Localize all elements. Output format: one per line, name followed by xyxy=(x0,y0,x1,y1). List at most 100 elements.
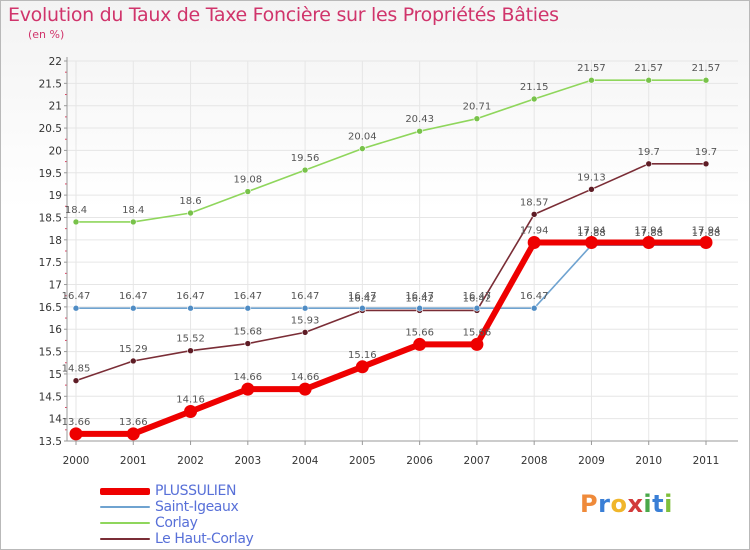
data-point-saint-igeaux xyxy=(416,304,423,312)
data-label-plussulien: 17.94 xyxy=(520,226,549,237)
data-point-le-haut-corlay xyxy=(530,211,538,218)
x-tick-label: 2001 xyxy=(120,455,147,467)
chart-legend: PLUSSULIEN Saint-Igeaux Corlay Le Haut-Corl… xyxy=(100,483,320,547)
data-point-plussulien xyxy=(298,382,312,396)
data-point-plussulien xyxy=(69,427,83,441)
y-tick-label: 19 xyxy=(49,190,62,202)
data-point-saint-igeaux xyxy=(72,304,80,312)
data-label-le-haut-corlay: 19.7 xyxy=(638,147,660,158)
series-line-corlay xyxy=(75,79,707,223)
data-point-corlay xyxy=(244,188,252,195)
x-tick-label: 2006 xyxy=(406,455,433,467)
x-tick-label: 2005 xyxy=(349,455,376,467)
y-tick-label: 18 xyxy=(49,235,62,247)
data-point-corlay xyxy=(72,218,80,226)
data-label-plussulien: 14.66 xyxy=(291,372,320,383)
data-label-saint-igeaux: 16.47 xyxy=(176,291,205,302)
data-label-saint-igeaux: 17.88 xyxy=(634,228,663,239)
x-tick-label: 2008 xyxy=(521,455,548,467)
data-point-plussulien xyxy=(355,360,369,374)
data-label-le-haut-corlay: 15.93 xyxy=(291,315,320,326)
data-label-plussulien: 15.66 xyxy=(463,327,492,338)
data-label-le-haut-corlay: 16.42 xyxy=(463,293,492,304)
data-point-saint-igeaux xyxy=(359,304,366,312)
unit-label: (en %) xyxy=(28,28,65,41)
data-point-corlay xyxy=(473,115,481,122)
data-point-plussulien xyxy=(126,427,140,441)
legend-label: Le Haut-Corlay xyxy=(155,531,254,547)
data-label-corlay: 21.57 xyxy=(577,63,606,74)
proxiti-logo: Proxiti xyxy=(580,490,673,518)
data-label-saint-igeaux: 16.47 xyxy=(520,291,549,302)
data-label-corlay: 21.57 xyxy=(634,63,663,74)
legend-swatch xyxy=(100,506,150,508)
data-point-corlay xyxy=(702,76,710,84)
legend-item-plussulien: PLUSSULIEN xyxy=(100,483,320,499)
data-label-corlay: 18.4 xyxy=(122,205,144,216)
logo-letter: i xyxy=(664,490,673,518)
y-tick-label: 15 xyxy=(49,369,62,381)
logo-letter: P xyxy=(580,490,599,518)
data-point-saint-igeaux xyxy=(129,304,137,312)
x-tick-label: 2002 xyxy=(177,455,204,467)
data-label-plussulien: 15.16 xyxy=(348,350,377,361)
y-tick-label: 20 xyxy=(49,145,62,157)
data-label-saint-igeaux: 16.47 xyxy=(119,291,148,302)
data-label-le-haut-corlay: 15.52 xyxy=(176,334,205,345)
logo-letter: i xyxy=(643,490,653,518)
logo-letter: t xyxy=(652,490,665,518)
data-label-le-haut-corlay: 18.57 xyxy=(520,197,549,208)
data-point-saint-igeaux xyxy=(301,304,309,312)
y-tick-label: 21.5 xyxy=(39,78,62,90)
data-label-corlay: 19.08 xyxy=(233,175,262,186)
x-tick-label: 2007 xyxy=(464,455,491,467)
data-point-plussulien xyxy=(642,236,656,250)
data-point-corlay xyxy=(359,145,366,152)
legend-item-saint-igeaux: Saint-Igeaux xyxy=(100,499,320,515)
data-label-plussulien: 13.66 xyxy=(62,417,91,428)
y-tick-label: 18.5 xyxy=(39,212,62,224)
data-label-plussulien: 14.16 xyxy=(176,394,205,405)
data-point-saint-igeaux xyxy=(530,304,538,312)
series-line-saint-igeaux xyxy=(75,244,707,310)
data-label-corlay: 19.56 xyxy=(291,153,320,164)
data-label-corlay: 18.6 xyxy=(179,196,201,207)
chart-title: Evolution du Taux de Taxe Foncière sur l… xyxy=(8,4,559,26)
legend-swatch xyxy=(100,538,150,540)
data-point-corlay xyxy=(530,95,538,103)
y-tick-label: 13.5 xyxy=(39,436,62,448)
data-point-corlay xyxy=(588,76,595,84)
logo-letter: r xyxy=(598,490,611,518)
legend-label: Saint-Igeaux xyxy=(155,499,239,515)
x-tick-label: 2003 xyxy=(234,455,261,467)
data-point-saint-igeaux xyxy=(473,304,481,312)
y-tick-label: 16.5 xyxy=(39,302,62,314)
data-point-le-haut-corlay xyxy=(129,357,137,365)
logo-letter: o xyxy=(610,490,628,518)
data-label-le-haut-corlay: 16.42 xyxy=(348,293,377,304)
data-label-le-haut-corlay: 14.85 xyxy=(62,364,91,375)
data-label-saint-igeaux: 16.47 xyxy=(463,291,492,302)
data-point-le-haut-corlay xyxy=(645,160,653,168)
y-tick-label: 19.5 xyxy=(39,168,62,180)
y-tick-label: 21 xyxy=(49,101,62,113)
data-label-le-haut-corlay: 16.42 xyxy=(405,293,434,304)
data-label-corlay: 18.4 xyxy=(65,205,87,216)
data-label-le-haut-corlay: 19.13 xyxy=(577,172,606,183)
series-line-le-haut-corlay xyxy=(75,163,707,382)
data-label-corlay: 20.43 xyxy=(405,114,434,125)
data-label-le-haut-corlay: 15.68 xyxy=(233,327,262,338)
data-point-saint-igeaux xyxy=(187,304,194,312)
legend-item-le-haut-corlay: Le Haut-Corlay xyxy=(100,531,320,547)
y-tick-label: 17.5 xyxy=(39,257,62,269)
data-point-plussulien xyxy=(699,236,713,250)
legend-label: PLUSSULIEN xyxy=(155,483,237,499)
y-tick-label: 14 xyxy=(49,414,63,426)
y-tick-label: 20.5 xyxy=(39,123,62,135)
data-label-corlay: 21.15 xyxy=(520,82,549,93)
data-label-saint-igeaux: 16.47 xyxy=(405,291,434,302)
data-label-le-haut-corlay: 15.29 xyxy=(119,344,148,355)
legend-item-corlay: Corlay xyxy=(100,515,320,531)
data-point-corlay xyxy=(645,76,653,84)
